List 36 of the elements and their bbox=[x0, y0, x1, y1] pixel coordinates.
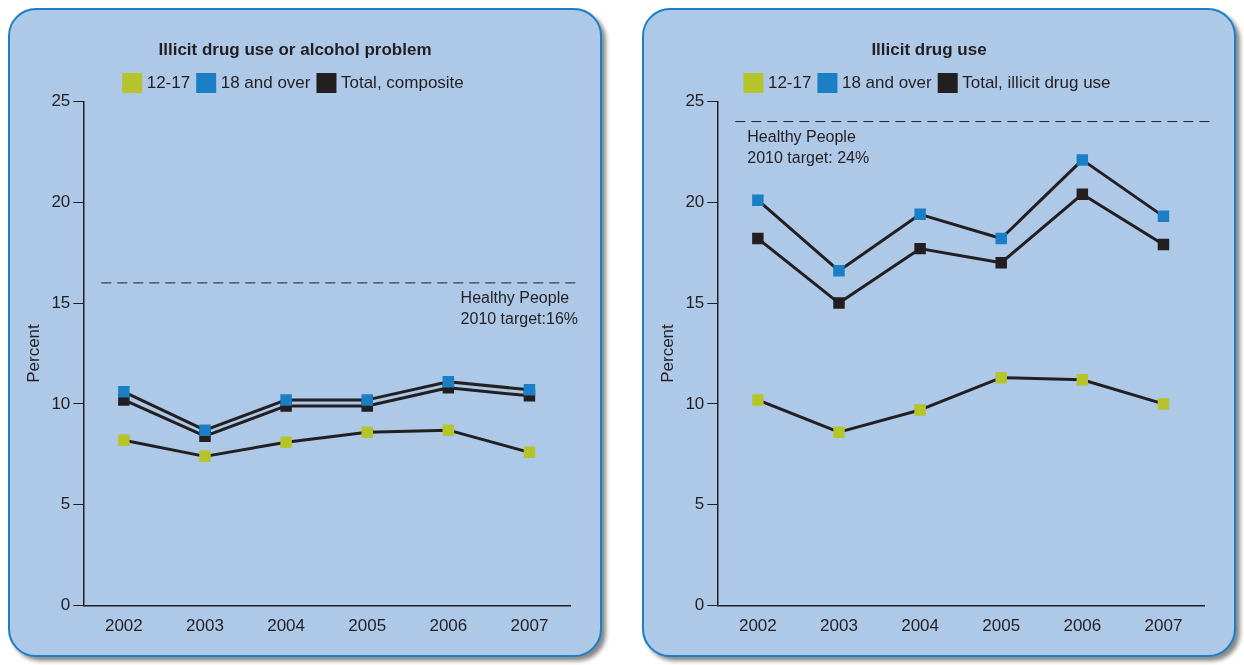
y-tick-label: 0 bbox=[694, 595, 705, 615]
y-tick-label: 15 bbox=[685, 292, 705, 312]
x-tick-label: 2002 bbox=[104, 616, 143, 636]
legend-label: Total, composite bbox=[340, 72, 464, 92]
y-axis-title: Percent bbox=[23, 323, 43, 383]
y-tick-label: 25 bbox=[51, 91, 71, 111]
y-tick-label: 10 bbox=[685, 393, 705, 413]
x-tick-label: 2003 bbox=[186, 616, 224, 636]
y-tick-label: 10 bbox=[51, 393, 71, 413]
legend-label: 12-17 bbox=[767, 72, 812, 92]
x-tick-label: 2006 bbox=[429, 616, 468, 636]
x-tick-label: 2006 bbox=[1063, 616, 1102, 636]
chart-title: Illicit drug use bbox=[871, 39, 987, 59]
y-tick-label: 15 bbox=[51, 292, 71, 312]
legend-label: 12-17 bbox=[146, 72, 191, 92]
y-axis-title: Percent bbox=[657, 323, 677, 383]
x-tick-label: 2004 bbox=[901, 616, 940, 636]
x-tick-label: 2005 bbox=[348, 616, 387, 636]
legend-label: Total, illicit drug use bbox=[962, 72, 1111, 92]
x-tick-label: 2005 bbox=[982, 616, 1021, 636]
y-tick-label: 20 bbox=[685, 191, 705, 211]
x-tick-label: 2007 bbox=[1144, 616, 1183, 636]
chart-title: Illicit drug use or alcohol problem bbox=[158, 39, 432, 59]
ref-line-label: Healthy People 2010 target: 24% bbox=[747, 127, 870, 166]
legend-label: 18 and over bbox=[841, 72, 933, 92]
x-tick-label: 2002 bbox=[738, 616, 777, 636]
y-tick-label: 5 bbox=[60, 494, 71, 514]
y-tick-label: 0 bbox=[60, 595, 71, 615]
x-tick-label: 2004 bbox=[267, 616, 306, 636]
ref-line-label: Healthy People 2010 target:16% bbox=[460, 289, 578, 328]
y-tick-label: 20 bbox=[51, 191, 71, 211]
legend-label: 18 and over bbox=[220, 72, 311, 92]
x-tick-label: 2007 bbox=[510, 616, 549, 636]
y-tick-label: 25 bbox=[685, 91, 705, 111]
x-tick-label: 2003 bbox=[820, 616, 858, 636]
y-tick-label: 5 bbox=[694, 494, 705, 514]
